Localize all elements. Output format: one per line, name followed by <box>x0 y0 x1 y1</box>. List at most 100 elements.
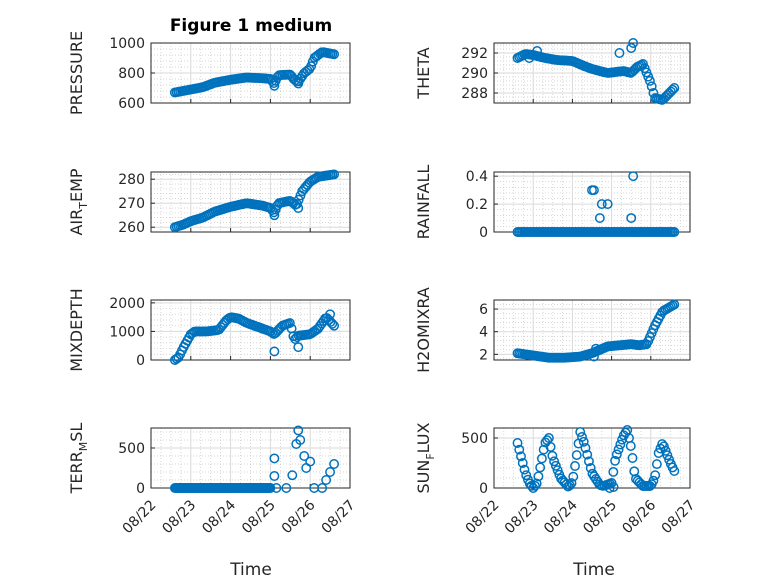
data-point <box>582 449 593 460</box>
data-point <box>535 462 546 473</box>
data-point <box>514 444 525 455</box>
ylabel-h2omixra: H2OMIXRA <box>414 287 433 373</box>
data-point <box>321 475 332 485</box>
x-tick-label: 08/25 <box>239 497 279 537</box>
x-tick-label: 08/27 <box>319 497 359 537</box>
data-point <box>526 480 537 491</box>
y-tick-label: 0.4 <box>466 169 488 185</box>
data-point <box>669 299 680 310</box>
figure-title: Figure 1 medium <box>170 16 332 36</box>
axes-box-mixdepth <box>150 299 351 361</box>
data-point <box>604 483 615 493</box>
x-tick-label: 08/26 <box>619 497 659 537</box>
ylabel-rainfall: RAINFALL <box>414 165 433 240</box>
y-tick-label: 6 <box>479 302 488 318</box>
data-point <box>529 480 540 491</box>
data-point <box>589 185 599 196</box>
data-point <box>327 318 338 329</box>
data-point <box>295 435 306 445</box>
ylabel-sun-flux: SUNFLUX <box>414 422 437 493</box>
data-point <box>512 438 523 448</box>
data-point <box>613 444 624 455</box>
x-tick-label: 08/26 <box>279 497 319 537</box>
data-point <box>306 61 317 72</box>
data-point <box>293 425 304 436</box>
data-point <box>596 199 607 210</box>
y-tick-label: 270 <box>118 196 145 212</box>
data-point <box>650 470 661 481</box>
data-point <box>585 463 596 473</box>
data-point <box>329 169 340 180</box>
data-point <box>625 441 636 451</box>
data-point <box>628 171 639 182</box>
panel-air-temp: 260 270 280 AIRTEMP <box>67 168 351 236</box>
data-point <box>669 466 680 476</box>
data-point <box>660 445 671 456</box>
data-point <box>329 459 340 469</box>
data-point <box>602 199 613 210</box>
axes-box-air-temp <box>150 171 351 233</box>
data-point <box>536 453 547 464</box>
data-point <box>269 210 280 221</box>
data-point <box>305 456 316 467</box>
data-point <box>299 451 310 461</box>
x-tick-label: 08/23 <box>502 497 542 537</box>
data-point <box>626 43 637 53</box>
y-tick-label: 0 <box>136 481 145 497</box>
data-point <box>284 318 295 328</box>
y-tick-label: 1000 <box>109 36 145 52</box>
data-point <box>594 213 605 223</box>
data-point <box>516 451 526 462</box>
data-point <box>545 441 556 452</box>
y-tick-label: 280 <box>118 172 145 188</box>
data-point <box>580 443 591 453</box>
y-tick-label: 288 <box>461 86 488 102</box>
y-tick-label: 600 <box>118 96 145 112</box>
axes-box-sun-flux <box>493 427 691 489</box>
data-point <box>269 471 280 481</box>
data-point <box>578 436 589 447</box>
data-point <box>550 460 561 471</box>
y-tick-label: 500 <box>461 431 488 447</box>
data-point <box>549 456 560 467</box>
data-point <box>287 470 298 481</box>
data-point <box>658 441 669 452</box>
data-point <box>646 81 657 92</box>
data-point <box>566 478 577 489</box>
data-point <box>293 78 304 89</box>
data-point <box>584 456 594 467</box>
data-point <box>667 84 678 95</box>
data-point <box>532 46 543 56</box>
panel-pressure: 600 800 1000 PRESSURE <box>67 31 351 115</box>
data-point <box>329 49 340 60</box>
y-tick-label: 800 <box>118 66 145 82</box>
data-point <box>627 453 638 463</box>
data-point <box>269 80 280 91</box>
x-axis-label-right: Time <box>572 560 615 580</box>
data-point <box>325 309 336 320</box>
ylabel-air-temp: AIRTEMP <box>67 168 90 235</box>
data-point <box>269 346 280 357</box>
data-point <box>524 53 535 63</box>
data-point <box>547 450 558 461</box>
data-point <box>281 483 292 493</box>
x-tick-label: 08/22 <box>120 497 160 537</box>
x-tick-label: 08/25 <box>580 497 620 537</box>
data-point <box>653 448 664 458</box>
data-point <box>608 466 619 477</box>
data-point <box>615 439 626 450</box>
x-tick-label: 08/23 <box>159 497 199 537</box>
data-point <box>517 458 528 468</box>
data-point <box>644 75 655 86</box>
data-point <box>521 470 532 481</box>
data-point <box>575 427 586 437</box>
data-point <box>564 480 575 491</box>
data-point <box>325 467 336 477</box>
y-tick-label: 260 <box>118 220 145 236</box>
y-tick-label: 0 <box>136 353 145 369</box>
y-tick-label: 2000 <box>109 296 145 312</box>
data-point <box>293 342 304 353</box>
y-tick-label: 0.2 <box>466 197 488 213</box>
data-point <box>626 213 637 223</box>
